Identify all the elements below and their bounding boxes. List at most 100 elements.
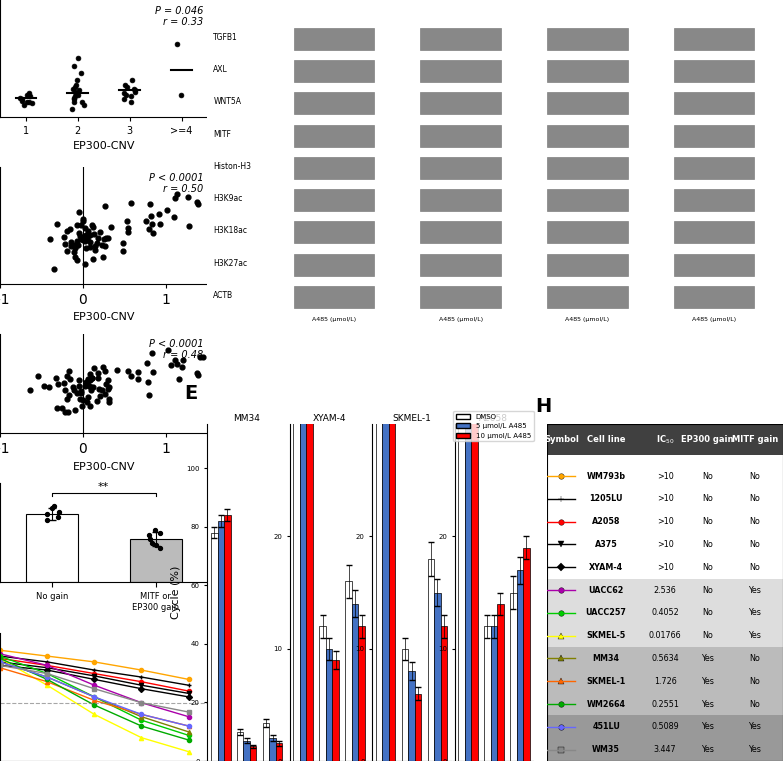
Point bbox=[119, 88, 132, 100]
Point bbox=[122, 225, 135, 237]
Text: WNT5A: WNT5A bbox=[213, 97, 241, 107]
Point bbox=[168, 211, 180, 223]
FancyBboxPatch shape bbox=[673, 28, 754, 49]
Point bbox=[101, 232, 114, 244]
Point bbox=[140, 215, 153, 228]
FancyBboxPatch shape bbox=[673, 93, 754, 114]
Point bbox=[122, 365, 135, 377]
Point bbox=[191, 367, 204, 379]
Point bbox=[25, 97, 38, 110]
Title: XYAM-4: XYAM-4 bbox=[312, 415, 346, 423]
Point bbox=[21, 88, 34, 100]
Point bbox=[102, 374, 114, 386]
Point bbox=[69, 251, 81, 263]
Point bbox=[124, 90, 137, 102]
FancyBboxPatch shape bbox=[547, 60, 628, 82]
Point bbox=[154, 218, 167, 230]
Point bbox=[124, 197, 137, 209]
Point bbox=[73, 84, 85, 97]
FancyBboxPatch shape bbox=[547, 286, 628, 307]
Point bbox=[74, 387, 87, 399]
Bar bbox=[276, 743, 283, 761]
Text: Yes: Yes bbox=[701, 677, 714, 686]
Text: No: No bbox=[702, 517, 713, 526]
Point bbox=[44, 234, 56, 246]
Point bbox=[69, 90, 81, 102]
Bar bbox=[435, 593, 441, 761]
Point bbox=[61, 225, 74, 237]
Text: >10: >10 bbox=[657, 495, 673, 503]
FancyBboxPatch shape bbox=[294, 28, 374, 49]
Point bbox=[91, 237, 103, 250]
Bar bbox=[306, 0, 313, 761]
FancyBboxPatch shape bbox=[547, 125, 628, 147]
FancyBboxPatch shape bbox=[547, 488, 783, 510]
Point bbox=[129, 84, 142, 97]
Point bbox=[91, 395, 103, 407]
Text: P < 0.0001
r = 0.50: P < 0.0001 r = 0.50 bbox=[149, 173, 204, 194]
Bar bbox=[484, 626, 491, 761]
Point bbox=[52, 378, 65, 390]
Point bbox=[84, 400, 96, 412]
Point bbox=[176, 361, 189, 374]
FancyBboxPatch shape bbox=[547, 601, 783, 624]
FancyBboxPatch shape bbox=[547, 624, 783, 647]
Point bbox=[125, 370, 138, 382]
Point bbox=[67, 91, 80, 103]
Text: AXL: AXL bbox=[213, 65, 228, 74]
Point bbox=[77, 234, 89, 247]
Point bbox=[143, 198, 156, 210]
Point bbox=[144, 210, 157, 222]
Point bbox=[42, 380, 55, 393]
Text: WM793b: WM793b bbox=[586, 472, 626, 480]
Bar bbox=[523, 548, 529, 761]
Text: MM34: MM34 bbox=[593, 654, 619, 663]
Text: Cell line: Cell line bbox=[587, 435, 626, 444]
Text: H3K18ac: H3K18ac bbox=[213, 226, 247, 235]
Point bbox=[153, 542, 166, 554]
Point bbox=[16, 93, 28, 105]
Text: >10: >10 bbox=[657, 562, 673, 572]
Text: No: No bbox=[749, 495, 760, 503]
Point bbox=[81, 231, 94, 244]
Text: 0.01766: 0.01766 bbox=[649, 631, 681, 640]
Point bbox=[88, 244, 101, 256]
Point bbox=[86, 371, 99, 384]
Point bbox=[67, 83, 80, 95]
Text: >10: >10 bbox=[657, 517, 673, 526]
Point bbox=[104, 221, 117, 233]
FancyBboxPatch shape bbox=[294, 60, 374, 82]
Text: P < 0.0001
r = 0.48: P < 0.0001 r = 0.48 bbox=[149, 339, 204, 361]
Point bbox=[88, 362, 100, 374]
Bar bbox=[458, 54, 465, 761]
Point bbox=[97, 361, 110, 373]
Point bbox=[132, 366, 145, 378]
Point bbox=[85, 372, 98, 384]
Point bbox=[182, 191, 194, 203]
FancyBboxPatch shape bbox=[547, 424, 783, 454]
Point bbox=[67, 246, 80, 258]
Bar bbox=[319, 626, 326, 761]
Text: H3K27ac: H3K27ac bbox=[213, 259, 247, 268]
Point bbox=[74, 230, 86, 242]
Point bbox=[103, 393, 115, 406]
Point bbox=[81, 234, 93, 246]
Text: MITF: MITF bbox=[213, 129, 231, 139]
FancyBboxPatch shape bbox=[420, 28, 501, 49]
Point bbox=[14, 91, 27, 103]
Bar bbox=[441, 626, 447, 761]
Point bbox=[85, 384, 98, 396]
Point bbox=[75, 67, 88, 79]
Point bbox=[59, 237, 71, 250]
Point bbox=[24, 90, 37, 102]
Point bbox=[144, 533, 157, 545]
Text: 1205LU: 1205LU bbox=[590, 495, 623, 503]
Text: No: No bbox=[702, 495, 713, 503]
Point bbox=[99, 199, 111, 212]
Point bbox=[71, 240, 84, 252]
Point bbox=[168, 354, 181, 366]
Title: SKMEL-1: SKMEL-1 bbox=[392, 415, 431, 423]
Point bbox=[80, 241, 92, 253]
Point bbox=[99, 378, 112, 390]
Point bbox=[69, 241, 81, 253]
